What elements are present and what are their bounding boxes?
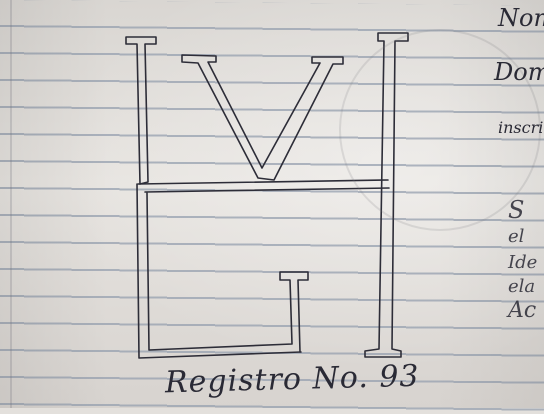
margin-fragment: ela [508, 276, 536, 297]
v-letter [181, 54, 344, 181]
binding-margin [10, 0, 12, 408]
margin-note-domicilio: Domi [494, 58, 544, 86]
margin-fragment: S [508, 196, 525, 224]
margin-fragment: el [508, 226, 525, 247]
left-serif-top [125, 36, 157, 185]
inner-hook [146, 192, 309, 353]
margin-note-inscripcion: inscrip [498, 118, 544, 137]
right-bar [364, 32, 409, 358]
margin-note-nombre: Nomb [498, 4, 544, 32]
registro-caption: Registro No. 93 [164, 358, 420, 401]
margin-fragment: Ide [508, 252, 538, 273]
margin-fragment: Ac [508, 298, 537, 323]
